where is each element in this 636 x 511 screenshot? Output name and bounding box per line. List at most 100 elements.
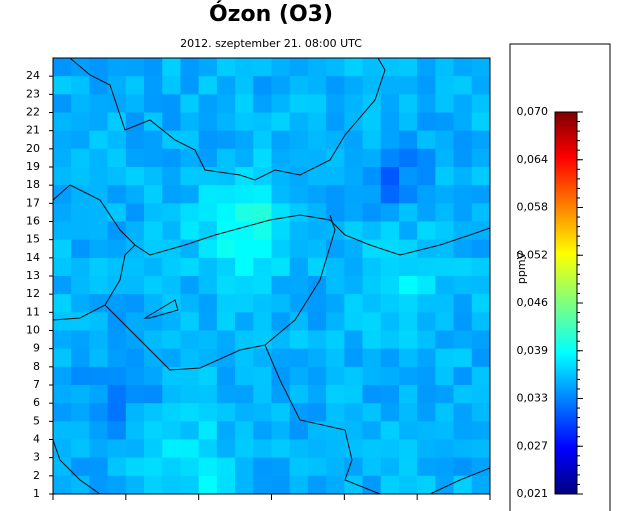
colorbar-tick-label: 0,046 bbox=[517, 296, 549, 309]
field-cell bbox=[216, 366, 236, 386]
field-cell bbox=[471, 366, 490, 386]
field-cell bbox=[326, 167, 345, 186]
field-cell bbox=[362, 403, 382, 422]
field-cell bbox=[253, 239, 272, 259]
field-cell bbox=[253, 185, 272, 204]
field-cell bbox=[180, 366, 200, 386]
field-cell bbox=[271, 185, 291, 204]
field-cell bbox=[89, 421, 109, 440]
field-cell bbox=[417, 130, 436, 150]
field-cell bbox=[253, 221, 272, 241]
field-cell bbox=[344, 276, 364, 295]
field-cell bbox=[125, 94, 145, 113]
row-label: 6 bbox=[33, 396, 40, 409]
field-cell bbox=[253, 439, 272, 459]
field-cell bbox=[380, 94, 400, 113]
field-cell bbox=[417, 221, 436, 241]
field-cell bbox=[198, 475, 218, 494]
field-cell bbox=[453, 421, 473, 440]
field-cell bbox=[162, 185, 181, 204]
field-cell bbox=[89, 475, 109, 494]
field-cell bbox=[344, 112, 364, 132]
field-cell bbox=[253, 58, 272, 77]
field-cell bbox=[289, 475, 309, 494]
field-cell bbox=[307, 475, 327, 494]
field-cell bbox=[471, 330, 490, 350]
field-cell bbox=[398, 421, 418, 440]
row-label: 8 bbox=[33, 360, 40, 373]
field-cell bbox=[271, 130, 291, 150]
field-cell bbox=[71, 403, 90, 422]
field-cell bbox=[471, 185, 490, 204]
field-cell bbox=[417, 148, 436, 168]
field-cell bbox=[235, 330, 254, 350]
field-cell bbox=[435, 439, 455, 459]
field-cell bbox=[216, 457, 236, 477]
field-cell bbox=[144, 366, 163, 386]
field-cell bbox=[362, 276, 382, 295]
field-cell bbox=[271, 348, 291, 368]
field-cell bbox=[326, 385, 345, 404]
field-cell bbox=[453, 112, 473, 132]
field-cell bbox=[125, 348, 145, 368]
field-cell bbox=[89, 112, 109, 132]
field-cell bbox=[180, 148, 200, 168]
field-cell bbox=[144, 148, 163, 168]
field-cell bbox=[53, 294, 72, 313]
field-cell bbox=[344, 421, 364, 440]
row-label: 7 bbox=[33, 378, 40, 391]
field-cell bbox=[107, 221, 127, 241]
field-cell bbox=[435, 203, 455, 222]
field-cell bbox=[216, 439, 236, 459]
field-cell bbox=[253, 403, 272, 422]
field-cell bbox=[107, 348, 127, 368]
field-cell bbox=[162, 130, 181, 150]
field-cell bbox=[53, 421, 72, 440]
field-cell bbox=[398, 185, 418, 204]
field-cell bbox=[307, 457, 327, 477]
field-cell bbox=[344, 294, 364, 313]
field-cell bbox=[107, 148, 127, 168]
field-cell bbox=[289, 239, 309, 259]
field-cell bbox=[107, 475, 127, 494]
field-cell bbox=[162, 58, 181, 77]
row-label: 4 bbox=[33, 433, 40, 446]
field-cell bbox=[253, 94, 272, 113]
field-cell bbox=[453, 203, 473, 222]
field-cell bbox=[235, 348, 254, 368]
field-cell bbox=[435, 366, 455, 386]
field-cell bbox=[326, 348, 345, 368]
field-cell bbox=[162, 112, 181, 132]
field-cell bbox=[89, 185, 109, 204]
row-label: 14 bbox=[26, 251, 40, 264]
field-cell bbox=[162, 276, 181, 295]
field-cell bbox=[198, 312, 218, 331]
field-cell bbox=[471, 276, 490, 295]
field-cell bbox=[144, 457, 163, 477]
field-cell bbox=[180, 403, 200, 422]
field-cell bbox=[253, 294, 272, 313]
field-cell bbox=[180, 475, 200, 494]
field-cell bbox=[307, 112, 327, 132]
field-cell bbox=[162, 403, 181, 422]
field-cell bbox=[89, 366, 109, 386]
colorbar-tick-label: 0,039 bbox=[517, 344, 549, 357]
field-cell bbox=[107, 294, 127, 313]
field-cell bbox=[289, 221, 309, 241]
field-cell bbox=[471, 312, 490, 331]
field-cell bbox=[162, 457, 181, 477]
field-cell bbox=[89, 203, 109, 222]
field-cell bbox=[144, 294, 163, 313]
field-cell bbox=[380, 294, 400, 313]
field-cell bbox=[362, 112, 382, 132]
field-cell bbox=[289, 58, 309, 77]
field-cell bbox=[180, 439, 200, 459]
field-cell bbox=[471, 76, 490, 95]
row-label: 1 bbox=[33, 487, 40, 500]
field-cell bbox=[235, 130, 254, 150]
field-cell bbox=[307, 130, 327, 150]
field-cell bbox=[89, 348, 109, 368]
field-cell bbox=[453, 385, 473, 404]
field-cell bbox=[235, 439, 254, 459]
field-cell bbox=[380, 385, 400, 404]
